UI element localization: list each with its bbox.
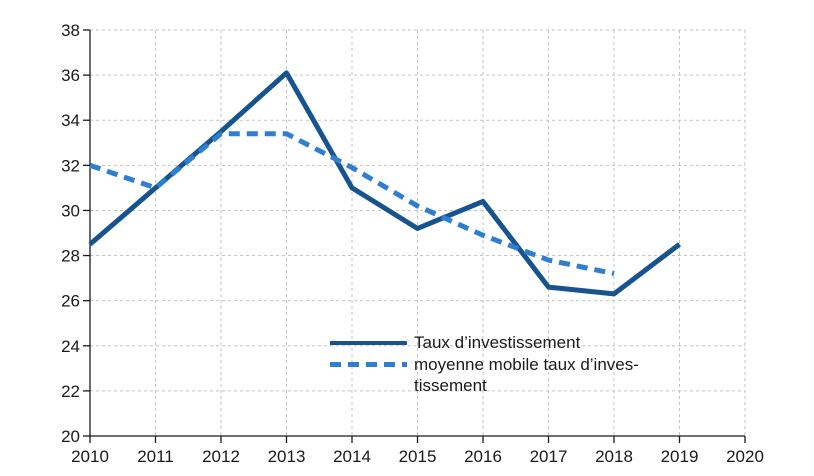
y-axis-tick-label: 30 [61, 201, 80, 220]
legend-label: moyenne mobile taux d’inves- tissement [414, 354, 639, 396]
x-axis-tick-label: 2013 [268, 447, 306, 466]
x-axis-tick-label: 2010 [71, 447, 109, 466]
x-axis-tick-label: 2016 [464, 447, 502, 466]
y-axis-tick-label: 34 [61, 111, 80, 130]
legend-label-line-2: tissement [414, 376, 487, 395]
y-axis-tick-label: 22 [61, 382, 80, 401]
x-axis-tick-label: 2012 [202, 447, 240, 466]
series-line-moyenne-mobile [89, 131, 615, 277]
series-line-taux-investissement [88, 70, 682, 297]
x-axis-tick-label: 2017 [530, 447, 568, 466]
y-axis-tick-label: 20 [61, 427, 80, 446]
legend-swatch-dashed-line [330, 362, 407, 367]
legend-label: Taux d’investissement [414, 333, 581, 352]
x-axis-tick-label: 2014 [333, 447, 371, 466]
y-axis-tick-label: 32 [61, 156, 80, 175]
x-axis-tick-label: 2018 [595, 447, 633, 466]
x-axis-tick-label: 2020 [726, 447, 764, 466]
x-axis-tick-label: 2015 [399, 447, 437, 466]
chart-legend: Taux d’investissement moyenne mobile tau… [330, 332, 639, 397]
legend-label-line-1: moyenne mobile taux d’inves- [414, 355, 639, 374]
y-axis-tick-label: 26 [61, 292, 80, 311]
y-axis-tick-label: 24 [61, 337, 80, 356]
y-axis-tick-label: 36 [61, 66, 80, 85]
x-axis-tick-label: 2019 [661, 447, 699, 466]
legend-item-taux: Taux d’investissement [330, 332, 639, 353]
x-axis-tick-label: 2011 [137, 447, 174, 466]
legend-swatch-solid-line [330, 341, 407, 345]
y-axis-tick-label: 38 [61, 21, 80, 40]
y-axis-tick-label: 28 [61, 247, 80, 266]
legend-item-moyenne-mobile: moyenne mobile taux d’inves- tissement [330, 354, 639, 396]
